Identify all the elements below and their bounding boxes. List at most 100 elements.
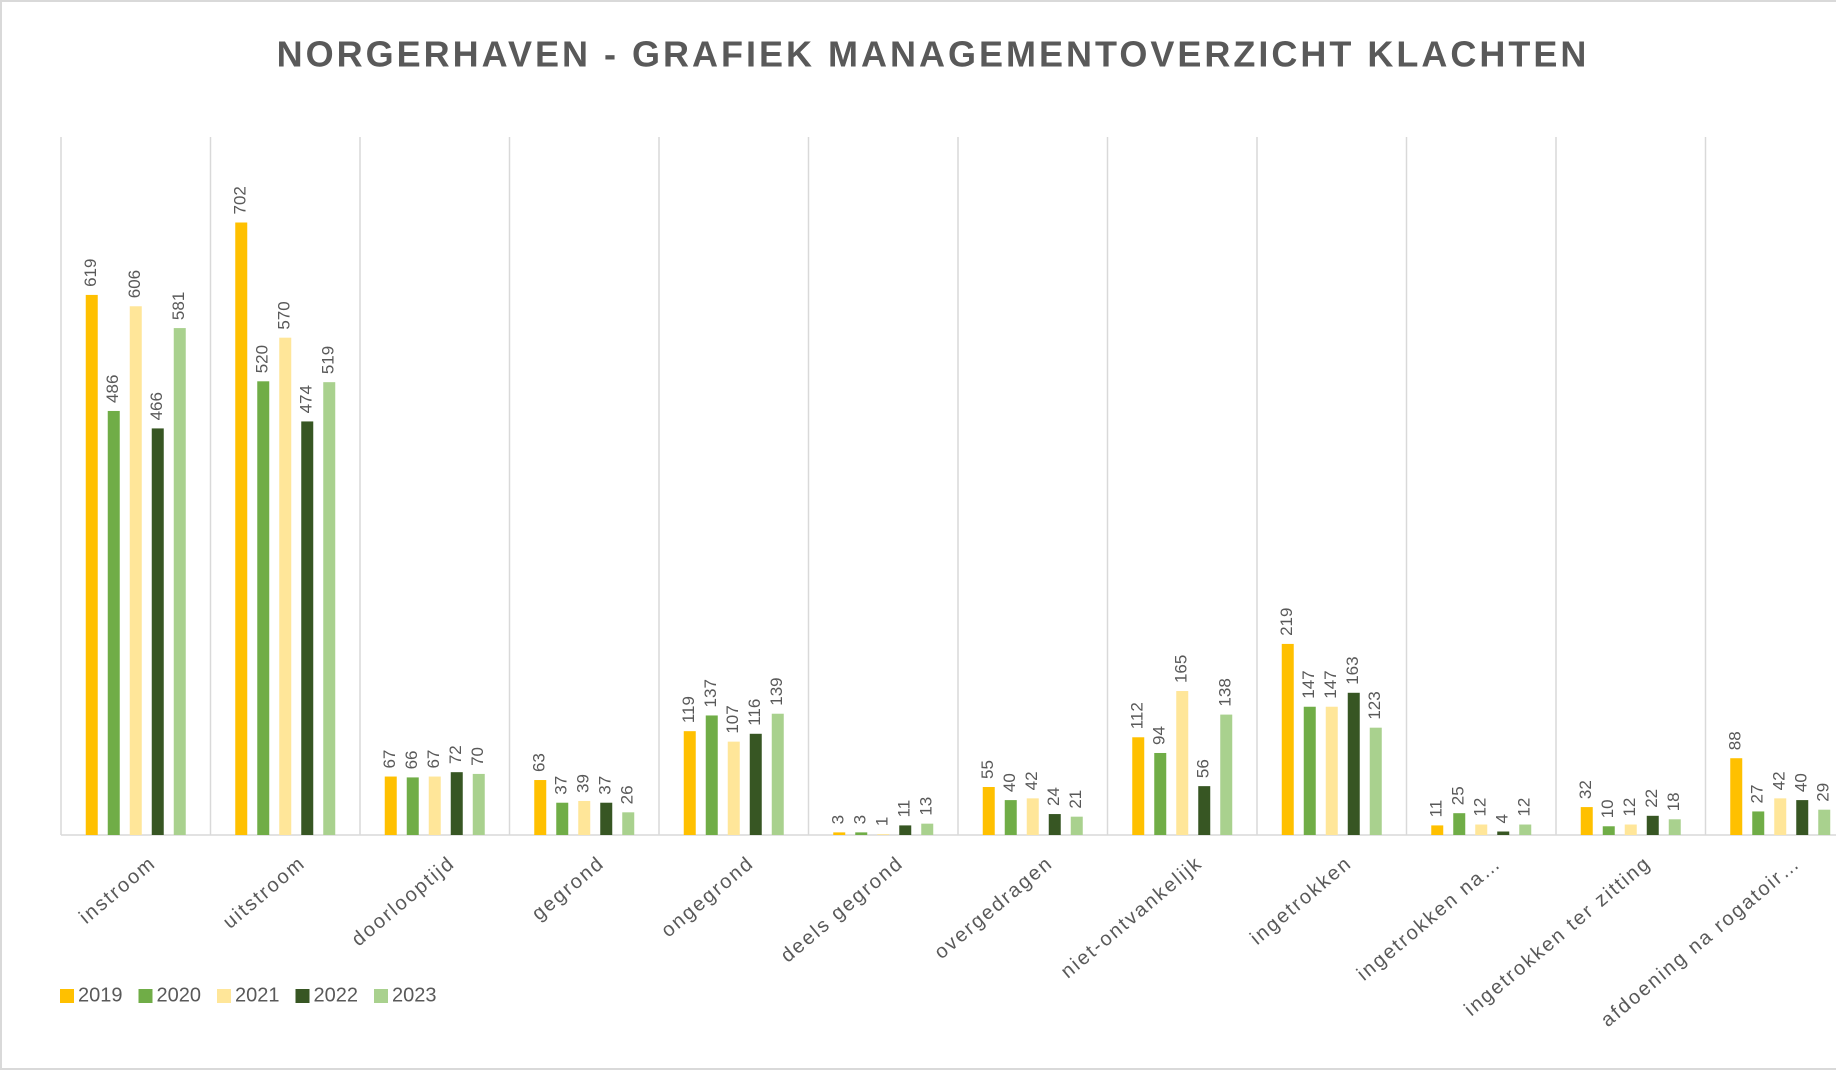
value-label: 40 [1792, 773, 1811, 792]
value-label: 570 [275, 301, 294, 329]
value-label: 116 [745, 699, 764, 726]
bar [600, 802, 613, 835]
bar [1646, 815, 1659, 835]
bar [1070, 816, 1083, 835]
value-label: 26 [618, 785, 637, 804]
value-label: 147 [1299, 670, 1318, 698]
value-label: 25 [1449, 786, 1468, 805]
bar [683, 731, 696, 835]
value-label: 466 [147, 392, 166, 420]
value-label: 12 [1471, 798, 1490, 817]
legend-label: 2021 [235, 984, 280, 1006]
bar [921, 823, 934, 835]
value-label: 147 [1321, 670, 1340, 698]
x-tick-label: doorlooptijd [348, 852, 460, 951]
value-label: 3 [829, 815, 848, 824]
value-label: 37 [552, 776, 571, 795]
bar [173, 328, 186, 835]
value-label: 137 [701, 679, 720, 707]
bar [622, 812, 635, 835]
bar [1004, 800, 1017, 835]
value-label: 21 [1066, 790, 1085, 809]
value-label: 3 [851, 815, 870, 824]
bar [1431, 825, 1444, 835]
value-label: 10 [1598, 799, 1617, 818]
bar [1369, 727, 1382, 835]
value-label: 32 [1576, 780, 1595, 799]
value-label: 520 [253, 345, 272, 373]
value-label: 486 [103, 375, 122, 403]
value-label: 88 [1726, 731, 1745, 750]
x-tick-label: instroom [75, 852, 160, 928]
bar [384, 776, 397, 835]
x-tick-label: deels gegrond [777, 852, 908, 967]
value-label: 55 [978, 760, 997, 779]
bar [1453, 813, 1466, 835]
x-tick-label: uitstroom [219, 852, 310, 933]
value-label: 40 [1000, 773, 1019, 792]
x-tick-label: niet-ontvankelijk [1057, 852, 1207, 983]
bar [129, 306, 142, 835]
bar [556, 802, 569, 835]
bar [279, 337, 292, 835]
value-label: 581 [169, 292, 188, 320]
bar [855, 832, 868, 835]
bar [1602, 826, 1615, 835]
bar [705, 715, 718, 835]
value-label: 22 [1642, 789, 1661, 808]
bar [85, 294, 98, 835]
value-label: 519 [319, 346, 338, 374]
bar [749, 733, 762, 835]
bar [833, 832, 846, 835]
value-label: 67 [380, 750, 399, 769]
bar [578, 800, 591, 835]
value-label: 13 [917, 797, 936, 816]
bar [1154, 752, 1167, 835]
bar [1281, 643, 1294, 835]
bar [877, 834, 890, 835]
value-label: 107 [723, 705, 742, 733]
value-label: 702 [231, 186, 250, 214]
value-label: 39 [574, 774, 593, 793]
value-label: 12 [1515, 798, 1534, 817]
value-label: 123 [1365, 691, 1384, 719]
legend-label: 2020 [157, 984, 202, 1006]
value-label: 119 [679, 696, 698, 723]
value-label: 18 [1664, 792, 1683, 811]
x-tick-label: ongegrond [657, 852, 758, 942]
bar [450, 772, 463, 835]
bar [406, 777, 419, 835]
bar [1796, 800, 1809, 835]
value-label: 27 [1748, 785, 1767, 804]
value-label: 1 [873, 817, 892, 826]
bar [1475, 824, 1488, 835]
bar [1497, 831, 1510, 835]
bar [1303, 706, 1316, 835]
bar [899, 825, 912, 835]
value-label: 606 [125, 270, 144, 298]
value-label: 138 [1216, 678, 1235, 706]
value-label: 11 [1427, 800, 1446, 818]
legend-swatch [138, 989, 153, 1003]
value-label: 12 [1620, 798, 1639, 817]
legend-swatch [295, 989, 310, 1003]
bar [1519, 824, 1532, 835]
x-tick-label: gegrond [528, 852, 609, 925]
value-label: 63 [530, 753, 549, 772]
value-label: 94 [1150, 726, 1169, 745]
bar [1580, 807, 1593, 835]
bar [1220, 714, 1233, 835]
chart-title: NORGERHAVEN - GRAFIEK MANAGEMENTOVERZICH… [277, 34, 1590, 75]
bar [1624, 824, 1637, 835]
bar [235, 222, 248, 835]
bar [727, 741, 740, 835]
x-tick-label: overgedragen [930, 852, 1057, 964]
x-tick-label: ingetrokken na… [1353, 852, 1506, 985]
value-label: 29 [1814, 783, 1833, 802]
value-label: 163 [1343, 656, 1362, 684]
bar [472, 773, 485, 835]
bar [1325, 706, 1338, 835]
bar [1818, 809, 1831, 835]
bar [151, 428, 164, 835]
value-label: 11 [895, 800, 914, 818]
